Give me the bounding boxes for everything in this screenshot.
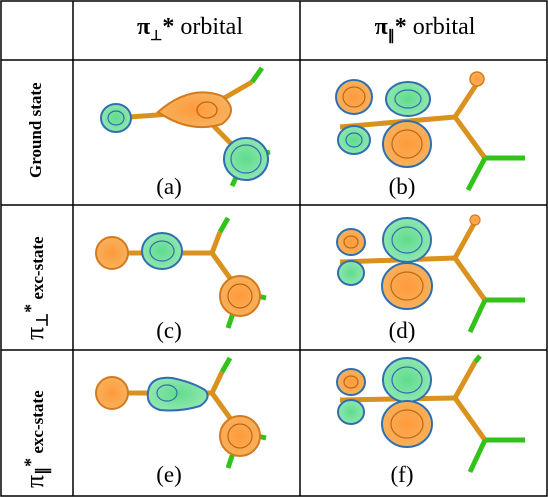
panel-label-f: (f) bbox=[390, 462, 414, 487]
pi-symbol: π bbox=[136, 14, 151, 40]
column-header-pi-perp: π⊥* orbital bbox=[100, 14, 280, 45]
panel-label-e: (e) bbox=[156, 462, 182, 487]
row-label-pi-perp-exc: π⊥* exc-state bbox=[20, 236, 52, 340]
row-label-ground-state: Ground state bbox=[26, 82, 46, 178]
perp-subscript: ⊥ bbox=[150, 28, 163, 44]
panel-label-a: (a) bbox=[156, 174, 182, 199]
panel-f-molecule bbox=[336, 354, 525, 474]
panel-a-molecule bbox=[100, 66, 271, 188]
panel-label-d: (d) bbox=[388, 318, 416, 343]
panel-c-molecule bbox=[95, 216, 267, 329]
star-superscript: * bbox=[20, 457, 41, 467]
pi-symbol: π bbox=[20, 474, 49, 488]
parallel-subscript: ∥ bbox=[34, 466, 52, 475]
header-word: orbital bbox=[406, 14, 476, 40]
pi-symbol: π bbox=[374, 14, 388, 40]
panel-b-molecule bbox=[335, 71, 525, 192]
star-superscript: * bbox=[20, 303, 41, 313]
column-header-pi-parallel: π∥* orbital bbox=[330, 14, 520, 45]
row-label-pi-parallel-exc: π∥* exc-state bbox=[20, 390, 52, 488]
row-label-text: Ground state bbox=[26, 82, 45, 178]
panel-label-b: (b) bbox=[388, 174, 416, 199]
row-label-text: exc-state bbox=[28, 236, 47, 300]
pi-symbol: π bbox=[20, 326, 49, 340]
star-superscript: * bbox=[394, 14, 407, 40]
perp-subscript: ⊥ bbox=[34, 312, 52, 327]
header-word: orbital bbox=[174, 14, 243, 40]
panel-e-molecule bbox=[95, 356, 267, 469]
panel-d-molecule bbox=[336, 214, 525, 334]
parallel-subscript: ∥ bbox=[387, 28, 395, 44]
star-superscript: * bbox=[162, 14, 175, 40]
row-label-text: exc-state bbox=[28, 390, 47, 454]
panel-label-c: (c) bbox=[156, 318, 182, 343]
